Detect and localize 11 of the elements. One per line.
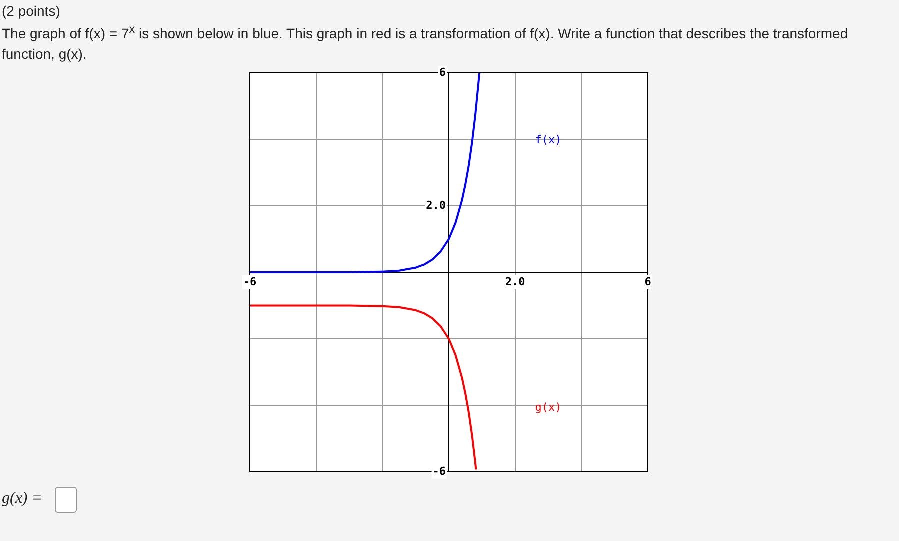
x-tick-label: 6 xyxy=(644,275,652,288)
text: (2 points) xyxy=(2,3,60,19)
annotation: g(x) xyxy=(535,401,562,414)
x-tick-label: 2.0 xyxy=(505,275,526,288)
y-tick-label: -6 xyxy=(432,464,446,478)
text: g(x) = xyxy=(2,490,43,508)
y-tick-label: 6 xyxy=(439,66,446,79)
chart-title: The graph of f(x) = 7$^{x}$ is shown below in blue. This graph in red is a transformation of f(x). Write a function that describes the transformed function, g(x). xyxy=(2,23,848,62)
annotation: f(x) xyxy=(535,134,562,147)
y-tick-label: 2.0 xyxy=(426,198,446,212)
x-tick-label: -6 xyxy=(243,275,257,288)
